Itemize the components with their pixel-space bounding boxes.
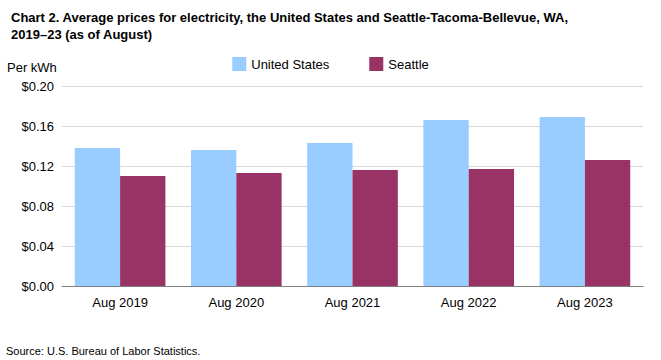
svg-text:Seattle: Seattle	[388, 57, 428, 72]
svg-text:Source: U.S. Bureau of Labor S: Source: U.S. Bureau of Labor Statistics.	[6, 345, 200, 357]
svg-text:$0.08: $0.08	[21, 199, 54, 214]
svg-text:$0.12: $0.12	[21, 159, 54, 174]
svg-text:Chart 2. Average prices for el: Chart 2. Average prices for electricity,…	[11, 10, 572, 25]
svg-text:Aug 2023: Aug 2023	[557, 295, 613, 310]
svg-text:Aug 2020: Aug 2020	[208, 295, 264, 310]
svg-text:Aug 2022: Aug 2022	[441, 295, 497, 310]
svg-text:2019–23 (as of August): 2019–23 (as of August)	[11, 27, 152, 42]
svg-text:Per kWh: Per kWh	[7, 60, 57, 75]
svg-text:$0.00: $0.00	[21, 279, 54, 294]
svg-text:$0.20: $0.20	[21, 79, 54, 94]
svg-text:United States: United States	[251, 57, 330, 72]
svg-text:Aug 2021: Aug 2021	[325, 295, 381, 310]
svg-text:$0.04: $0.04	[21, 239, 54, 254]
svg-text:$0.16: $0.16	[21, 119, 54, 134]
svg-text:Aug 2019: Aug 2019	[92, 295, 148, 310]
